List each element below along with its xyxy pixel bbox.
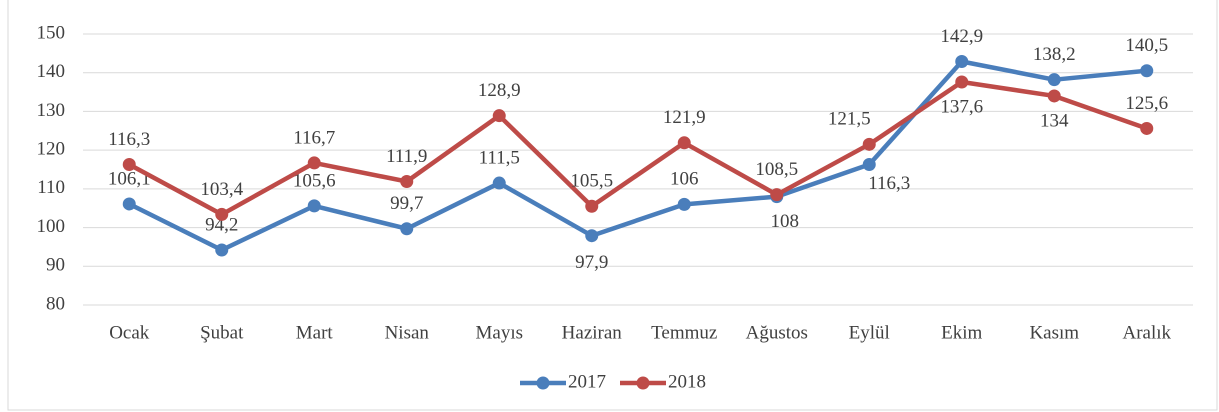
y-tick-label: 130: [37, 100, 66, 121]
point: [585, 199, 599, 213]
series-line: [128, 59, 1147, 253]
data-label: 116,3: [868, 173, 910, 194]
data-label: 140,5: [1125, 35, 1168, 56]
point: [400, 175, 414, 189]
y-tick-label: 120: [37, 139, 66, 160]
point: [1047, 89, 1061, 103]
data-label: 108,5: [755, 159, 798, 180]
point: [1140, 64, 1154, 78]
y-tick-label: 140: [37, 61, 66, 82]
point: [215, 207, 229, 221]
x-tick-label: Mayıs: [476, 322, 524, 343]
data-label: 134: [1040, 110, 1069, 131]
data-label: 121,9: [663, 107, 706, 128]
point: [307, 199, 321, 213]
data-label: 116,7: [293, 127, 335, 148]
legend-marker: [636, 376, 650, 390]
x-tick-label: Haziran: [562, 322, 623, 343]
x-tick-label: Ocak: [109, 322, 150, 343]
data-label: 121,5: [828, 109, 871, 130]
chart-frame: [7, 0, 1218, 411]
data-label: 97,9: [575, 252, 608, 273]
legend-label: 2018: [668, 371, 706, 392]
data-label: 137,6: [940, 96, 983, 117]
point: [862, 157, 876, 171]
series-line: [128, 79, 1148, 217]
x-tick-label: Nisan: [385, 322, 430, 343]
point: [1140, 121, 1154, 135]
point: [215, 243, 229, 257]
x-tick-label: Temmuz: [651, 322, 717, 343]
point: [955, 75, 969, 89]
data-label: 111,9: [386, 146, 427, 167]
x-tick-label: Eylül: [849, 322, 890, 343]
data-label: 105,6: [293, 170, 336, 191]
y-tick-label: 110: [37, 177, 65, 198]
point: [122, 157, 136, 171]
data-label: 99,7: [390, 193, 423, 214]
data-label: 108: [771, 211, 800, 232]
legend-label: 2017: [568, 371, 606, 392]
point: [677, 136, 691, 150]
x-tick-label: Ağustos: [746, 322, 808, 343]
point: [677, 197, 691, 211]
point: [492, 176, 506, 190]
x-tick-label: Mart: [296, 322, 334, 343]
point: [492, 109, 506, 123]
point: [122, 197, 136, 211]
data-label: 128,9: [478, 80, 521, 101]
data-label: 138,2: [1033, 44, 1076, 65]
y-tick-label: 150: [37, 22, 66, 43]
y-tick-label: 90: [46, 255, 65, 276]
legend-marker: [536, 376, 550, 390]
data-label: 103,4: [200, 179, 243, 200]
data-label: 142,9: [940, 26, 983, 47]
point: [400, 222, 414, 236]
data-label: 106,1: [108, 168, 151, 189]
data-label: 125,6: [1125, 93, 1168, 114]
x-tick-label: Şubat: [200, 322, 244, 343]
x-tick-label: Aralık: [1122, 322, 1171, 343]
data-label: 105,5: [570, 171, 613, 192]
data-label: 94,2: [205, 214, 238, 235]
x-tick-label: Ekim: [941, 322, 982, 343]
data-label: 106: [670, 169, 699, 190]
point: [585, 229, 599, 243]
point: [307, 156, 321, 170]
point: [862, 137, 876, 151]
point: [1047, 73, 1061, 87]
point: [770, 188, 784, 202]
data-label: 111,5: [479, 147, 520, 168]
y-tick-label: 80: [46, 293, 65, 314]
y-tick-label: 100: [37, 216, 66, 237]
x-tick-label: Kasım: [1029, 322, 1079, 343]
point: [955, 54, 969, 68]
data-label: 116,3: [108, 129, 150, 150]
